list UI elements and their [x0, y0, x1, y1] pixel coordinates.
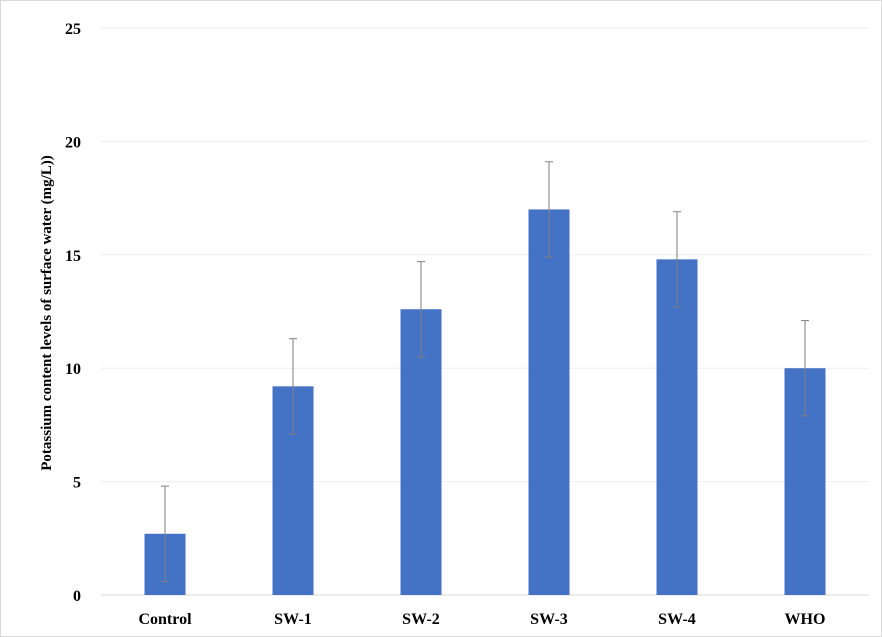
y-tick-label: 20 [65, 134, 81, 151]
x-category-label: SW-3 [530, 611, 568, 628]
gridlines [101, 27, 869, 596]
error-bar [161, 485, 169, 582]
x-category-labels: Control SW-1 SW-2 SW-3 SW-4 WHO [138, 611, 825, 628]
y-tick-label: 10 [65, 361, 81, 378]
bar-sw-4 [656, 259, 698, 595]
error-bar [417, 261, 425, 358]
y-tick-label: 0 [73, 588, 81, 605]
error-bar [673, 211, 681, 308]
error-bar [801, 320, 809, 417]
y-axis-title: Potassium content levels of surface wate… [39, 155, 55, 470]
y-tick-label: 15 [65, 248, 81, 265]
y-tick-label: 25 [65, 21, 81, 38]
x-category-label: SW-1 [274, 611, 312, 628]
error-bars [161, 161, 809, 582]
x-category-label: SW-4 [658, 611, 696, 628]
x-category-label: WHO [785, 611, 826, 628]
x-category-label: Control [138, 611, 192, 628]
y-tick-labels: 0 5 10 15 20 25 [65, 21, 81, 605]
x-category-label: SW-2 [402, 611, 440, 628]
bar-sw-3 [528, 209, 570, 595]
error-bar [545, 161, 553, 258]
error-bar [289, 338, 297, 435]
bars [144, 209, 826, 595]
y-tick-label: 5 [73, 475, 81, 492]
